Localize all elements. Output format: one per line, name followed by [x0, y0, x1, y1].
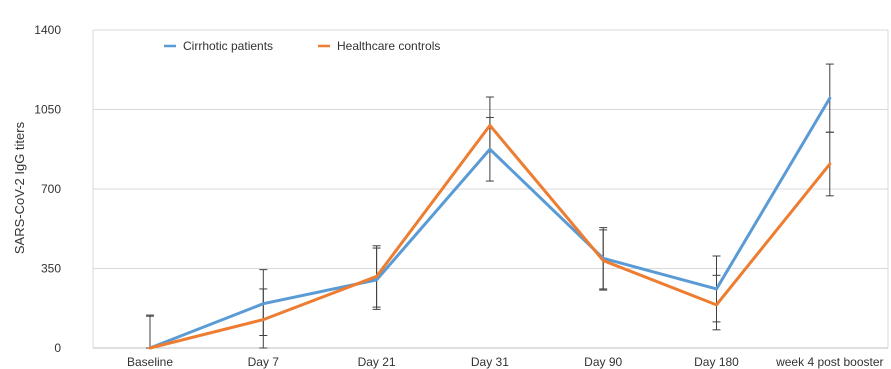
- y-tick-label: 1400: [34, 23, 61, 37]
- y-axis-label: SARS-CoV-2 IgG titers: [12, 121, 27, 254]
- error-bars: [146, 63, 834, 349]
- legend: Cirrhotic patients Healthcare controls: [164, 39, 440, 53]
- y-tick-label: 1050: [34, 103, 61, 117]
- legend-label-cirrhotic: Cirrhotic patients: [183, 39, 273, 53]
- x-tick-label: Day 31: [471, 355, 509, 369]
- y-tick-label: 0: [54, 341, 61, 355]
- x-tick-label: Day 7: [248, 355, 280, 369]
- x-tick-label: Day 21: [358, 355, 396, 369]
- y-tick-label: 350: [41, 262, 61, 276]
- x-tick-label: Baseline: [127, 355, 173, 369]
- y-tick-label: 700: [41, 182, 61, 196]
- x-tick-label: Day 90: [584, 355, 622, 369]
- x-tick-labels: Baseline Day 7 Day 21 Day 31 Day 90 Day 180 we…: [127, 355, 884, 369]
- series-line-cirrhotic: [148, 96, 832, 350]
- axes: [92, 29, 889, 349]
- x-tick-label: Day 180: [694, 355, 739, 369]
- series-line-healthcare: [148, 123, 832, 350]
- y-tick-labels: 0 350 700 1050 1400: [34, 23, 61, 355]
- x-tick-label: week 4 post booster: [775, 355, 883, 369]
- series-lines: [148, 96, 832, 350]
- legend-label-healthcare: Healthcare controls: [337, 39, 440, 53]
